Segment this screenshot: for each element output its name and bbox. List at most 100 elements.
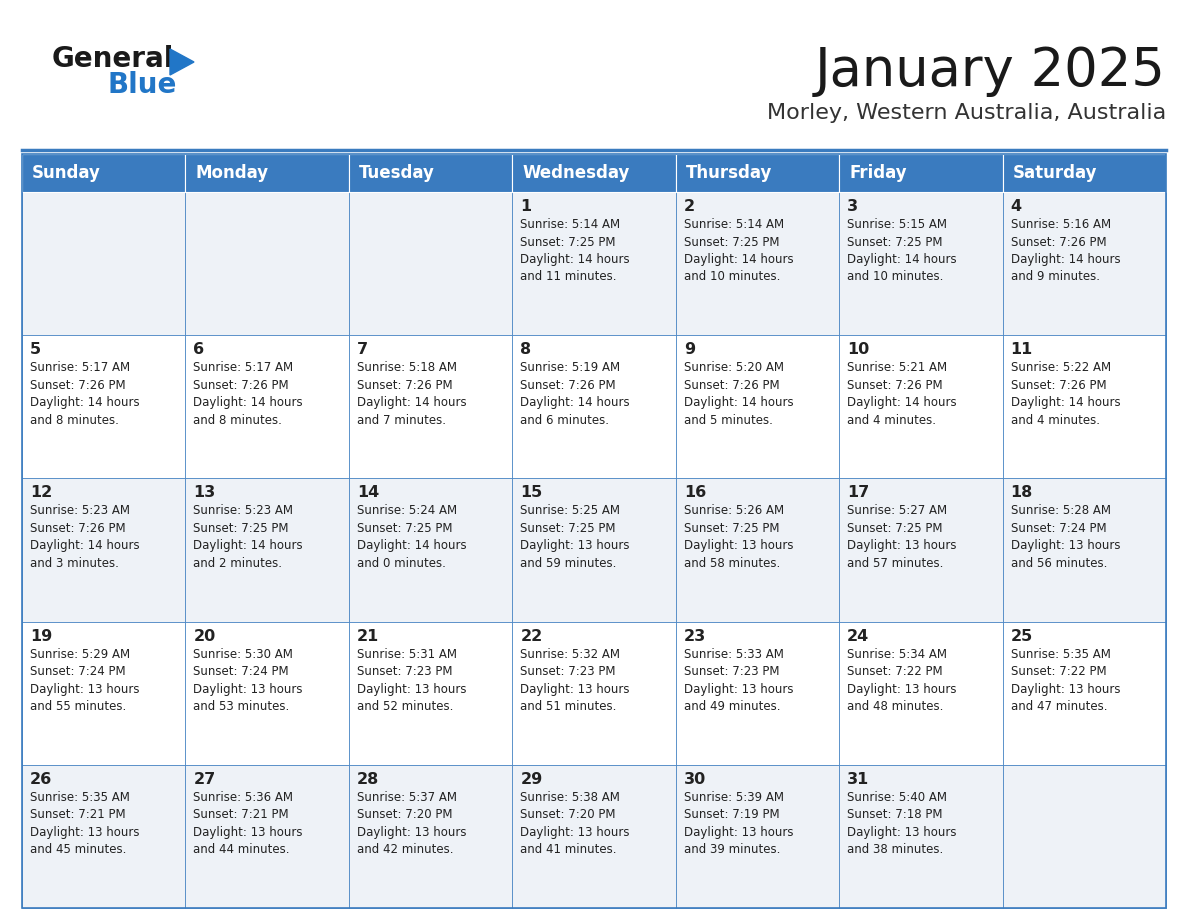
Bar <box>1003 765 1165 908</box>
Bar <box>23 154 185 192</box>
Text: Tuesday: Tuesday <box>359 164 435 182</box>
Bar <box>676 621 839 765</box>
Text: Sunrise: 5:14 AM
Sunset: 7:25 PM
Daylight: 14 hours
and 11 minutes.: Sunrise: 5:14 AM Sunset: 7:25 PM Dayligh… <box>520 218 630 284</box>
Bar <box>839 765 1003 908</box>
Text: 3: 3 <box>847 199 858 214</box>
Bar <box>839 478 1003 621</box>
Bar <box>676 765 839 908</box>
Text: Sunrise: 5:23 AM
Sunset: 7:26 PM
Daylight: 14 hours
and 3 minutes.: Sunrise: 5:23 AM Sunset: 7:26 PM Dayligh… <box>30 504 140 570</box>
Text: Sunrise: 5:27 AM
Sunset: 7:25 PM
Daylight: 13 hours
and 57 minutes.: Sunrise: 5:27 AM Sunset: 7:25 PM Dayligh… <box>847 504 956 570</box>
Bar <box>349 154 512 192</box>
Text: Thursday: Thursday <box>685 164 772 182</box>
Bar <box>1003 621 1165 765</box>
Bar <box>185 765 349 908</box>
Text: Sunrise: 5:25 AM
Sunset: 7:25 PM
Daylight: 13 hours
and 59 minutes.: Sunrise: 5:25 AM Sunset: 7:25 PM Dayligh… <box>520 504 630 570</box>
Text: 5: 5 <box>30 342 42 357</box>
Text: Sunrise: 5:35 AM
Sunset: 7:22 PM
Daylight: 13 hours
and 47 minutes.: Sunrise: 5:35 AM Sunset: 7:22 PM Dayligh… <box>1011 647 1120 713</box>
Bar <box>185 478 349 621</box>
Text: 16: 16 <box>684 486 706 500</box>
Bar <box>23 192 185 335</box>
Text: Sunrise: 5:17 AM
Sunset: 7:26 PM
Daylight: 14 hours
and 8 minutes.: Sunrise: 5:17 AM Sunset: 7:26 PM Dayligh… <box>30 361 140 427</box>
Bar <box>676 335 839 478</box>
Bar <box>1003 154 1165 192</box>
Bar <box>23 154 1165 908</box>
Text: Sunrise: 5:20 AM
Sunset: 7:26 PM
Daylight: 14 hours
and 5 minutes.: Sunrise: 5:20 AM Sunset: 7:26 PM Dayligh… <box>684 361 794 427</box>
Text: Monday: Monday <box>196 164 268 182</box>
Text: 25: 25 <box>1011 629 1032 644</box>
Text: Sunrise: 5:35 AM
Sunset: 7:21 PM
Daylight: 13 hours
and 45 minutes.: Sunrise: 5:35 AM Sunset: 7:21 PM Dayligh… <box>30 790 139 856</box>
Bar <box>839 154 1003 192</box>
Bar <box>839 335 1003 478</box>
Bar <box>23 335 185 478</box>
Text: Sunrise: 5:23 AM
Sunset: 7:25 PM
Daylight: 14 hours
and 2 minutes.: Sunrise: 5:23 AM Sunset: 7:25 PM Dayligh… <box>194 504 303 570</box>
Text: Sunrise: 5:33 AM
Sunset: 7:23 PM
Daylight: 13 hours
and 49 minutes.: Sunrise: 5:33 AM Sunset: 7:23 PM Dayligh… <box>684 647 794 713</box>
Bar <box>512 154 676 192</box>
Text: 14: 14 <box>356 486 379 500</box>
Text: Sunrise: 5:26 AM
Sunset: 7:25 PM
Daylight: 13 hours
and 58 minutes.: Sunrise: 5:26 AM Sunset: 7:25 PM Dayligh… <box>684 504 794 570</box>
Text: Sunrise: 5:30 AM
Sunset: 7:24 PM
Daylight: 13 hours
and 53 minutes.: Sunrise: 5:30 AM Sunset: 7:24 PM Dayligh… <box>194 647 303 713</box>
Text: 26: 26 <box>30 772 52 787</box>
Bar <box>23 621 185 765</box>
Text: 23: 23 <box>684 629 706 644</box>
Text: Sunrise: 5:21 AM
Sunset: 7:26 PM
Daylight: 14 hours
and 4 minutes.: Sunrise: 5:21 AM Sunset: 7:26 PM Dayligh… <box>847 361 956 427</box>
Bar <box>349 192 512 335</box>
Text: 15: 15 <box>520 486 543 500</box>
Bar <box>512 478 676 621</box>
Text: 18: 18 <box>1011 486 1032 500</box>
Text: 31: 31 <box>847 772 870 787</box>
Text: Sunrise: 5:36 AM
Sunset: 7:21 PM
Daylight: 13 hours
and 44 minutes.: Sunrise: 5:36 AM Sunset: 7:21 PM Dayligh… <box>194 790 303 856</box>
Text: Blue: Blue <box>107 71 176 99</box>
Text: 4: 4 <box>1011 199 1022 214</box>
Text: Wednesday: Wednesday <box>523 164 630 182</box>
Text: Sunrise: 5:39 AM
Sunset: 7:19 PM
Daylight: 13 hours
and 39 minutes.: Sunrise: 5:39 AM Sunset: 7:19 PM Dayligh… <box>684 790 794 856</box>
Text: General: General <box>52 45 175 73</box>
Text: Sunrise: 5:28 AM
Sunset: 7:24 PM
Daylight: 13 hours
and 56 minutes.: Sunrise: 5:28 AM Sunset: 7:24 PM Dayligh… <box>1011 504 1120 570</box>
Text: Sunrise: 5:19 AM
Sunset: 7:26 PM
Daylight: 14 hours
and 6 minutes.: Sunrise: 5:19 AM Sunset: 7:26 PM Dayligh… <box>520 361 630 427</box>
Text: 1: 1 <box>520 199 531 214</box>
Text: 6: 6 <box>194 342 204 357</box>
Text: 20: 20 <box>194 629 216 644</box>
Text: 28: 28 <box>356 772 379 787</box>
Bar <box>349 478 512 621</box>
Bar <box>23 765 185 908</box>
Text: Sunday: Sunday <box>32 164 101 182</box>
Text: January 2025: January 2025 <box>815 45 1165 97</box>
Bar <box>1003 478 1165 621</box>
Text: Sunrise: 5:37 AM
Sunset: 7:20 PM
Daylight: 13 hours
and 42 minutes.: Sunrise: 5:37 AM Sunset: 7:20 PM Dayligh… <box>356 790 467 856</box>
Bar <box>839 192 1003 335</box>
Text: 22: 22 <box>520 629 543 644</box>
Text: Sunrise: 5:17 AM
Sunset: 7:26 PM
Daylight: 14 hours
and 8 minutes.: Sunrise: 5:17 AM Sunset: 7:26 PM Dayligh… <box>194 361 303 427</box>
Text: 2: 2 <box>684 199 695 214</box>
Text: Morley, Western Australia, Australia: Morley, Western Australia, Australia <box>766 103 1165 123</box>
Bar <box>839 621 1003 765</box>
Text: 24: 24 <box>847 629 870 644</box>
Bar <box>185 154 349 192</box>
Bar <box>349 621 512 765</box>
Text: Sunrise: 5:22 AM
Sunset: 7:26 PM
Daylight: 14 hours
and 4 minutes.: Sunrise: 5:22 AM Sunset: 7:26 PM Dayligh… <box>1011 361 1120 427</box>
Polygon shape <box>170 49 194 75</box>
Text: Sunrise: 5:14 AM
Sunset: 7:25 PM
Daylight: 14 hours
and 10 minutes.: Sunrise: 5:14 AM Sunset: 7:25 PM Dayligh… <box>684 218 794 284</box>
Text: 8: 8 <box>520 342 531 357</box>
Text: 30: 30 <box>684 772 706 787</box>
Bar <box>676 154 839 192</box>
Bar <box>512 765 676 908</box>
Bar <box>185 621 349 765</box>
Bar <box>1003 192 1165 335</box>
Bar <box>512 335 676 478</box>
Bar <box>185 335 349 478</box>
Text: Sunrise: 5:40 AM
Sunset: 7:18 PM
Daylight: 13 hours
and 38 minutes.: Sunrise: 5:40 AM Sunset: 7:18 PM Dayligh… <box>847 790 956 856</box>
Text: 17: 17 <box>847 486 870 500</box>
Bar <box>512 621 676 765</box>
Text: Friday: Friday <box>849 164 906 182</box>
Text: Sunrise: 5:16 AM
Sunset: 7:26 PM
Daylight: 14 hours
and 9 minutes.: Sunrise: 5:16 AM Sunset: 7:26 PM Dayligh… <box>1011 218 1120 284</box>
Bar <box>676 478 839 621</box>
Text: 9: 9 <box>684 342 695 357</box>
Text: Sunrise: 5:24 AM
Sunset: 7:25 PM
Daylight: 14 hours
and 0 minutes.: Sunrise: 5:24 AM Sunset: 7:25 PM Dayligh… <box>356 504 467 570</box>
Text: 7: 7 <box>356 342 368 357</box>
Text: Sunrise: 5:38 AM
Sunset: 7:20 PM
Daylight: 13 hours
and 41 minutes.: Sunrise: 5:38 AM Sunset: 7:20 PM Dayligh… <box>520 790 630 856</box>
Bar <box>349 765 512 908</box>
Text: 10: 10 <box>847 342 870 357</box>
Bar <box>349 335 512 478</box>
Text: Sunrise: 5:32 AM
Sunset: 7:23 PM
Daylight: 13 hours
and 51 minutes.: Sunrise: 5:32 AM Sunset: 7:23 PM Dayligh… <box>520 647 630 713</box>
Text: 29: 29 <box>520 772 543 787</box>
